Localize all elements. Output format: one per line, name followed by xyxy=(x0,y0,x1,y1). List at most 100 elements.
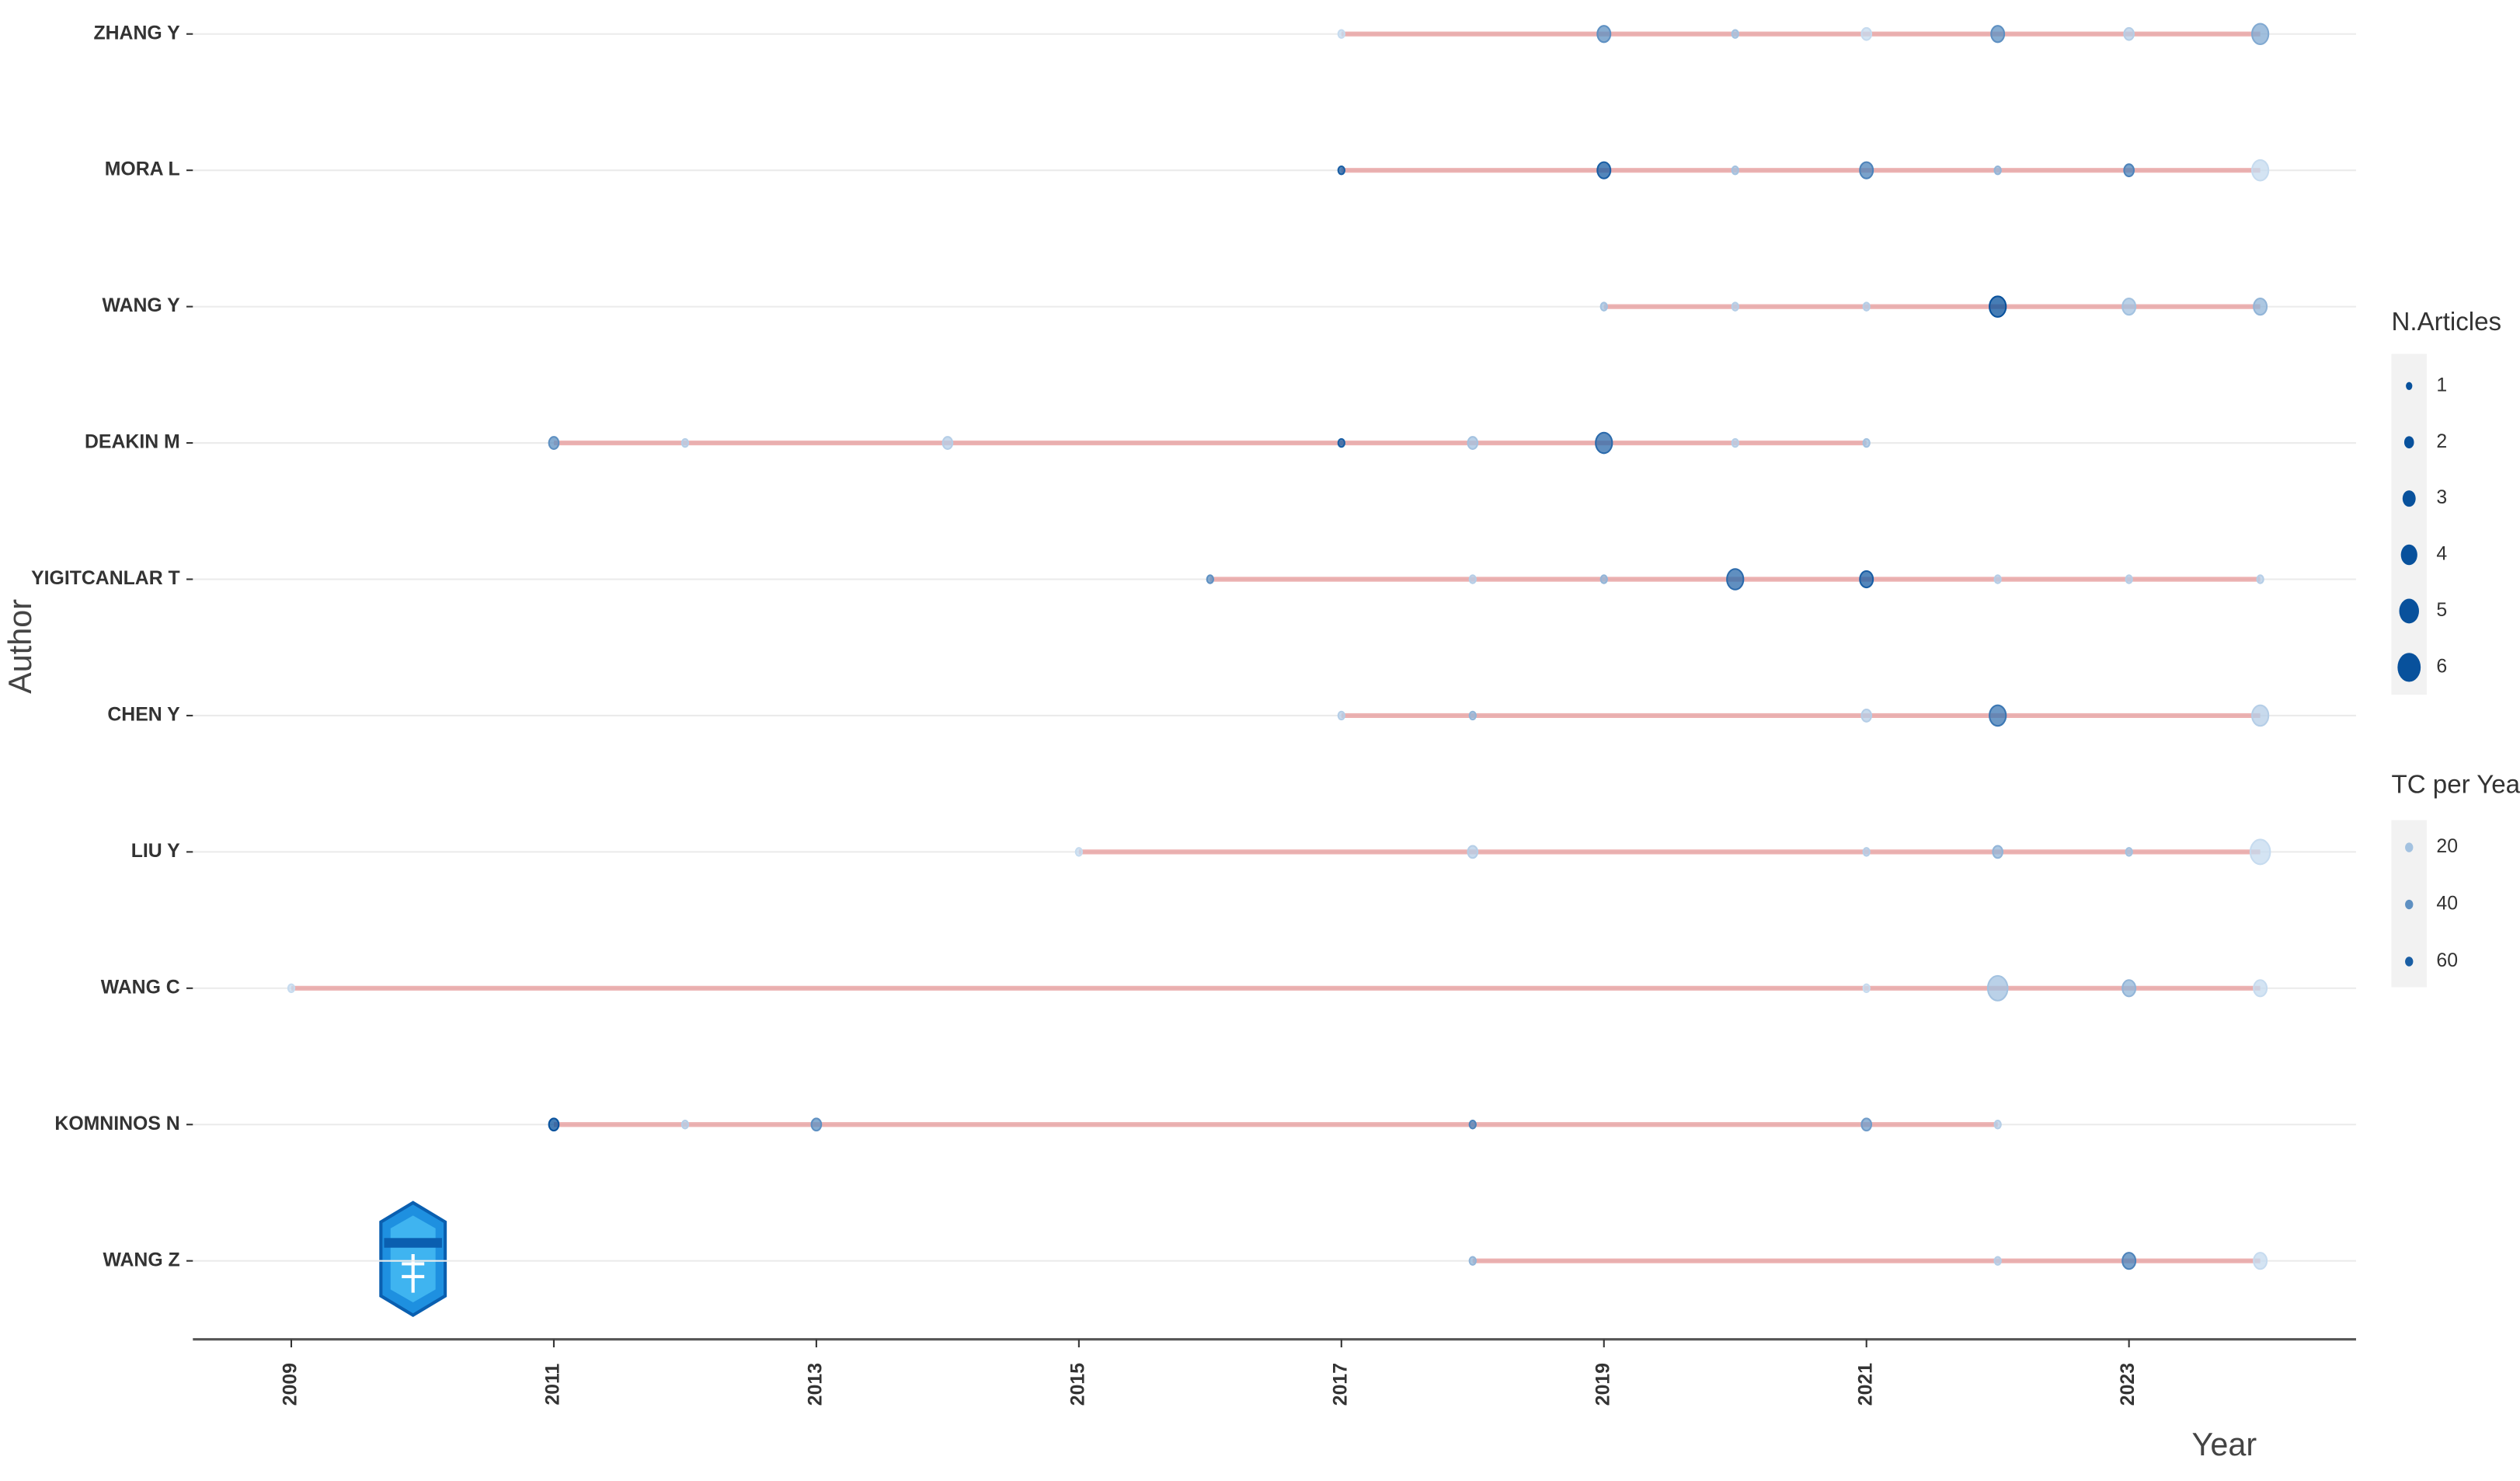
y-tick-label: WANG Z xyxy=(103,1249,179,1270)
bubble xyxy=(1206,574,1214,584)
bubble xyxy=(2256,574,2264,584)
legend-key-bg xyxy=(2391,354,2428,695)
bubble xyxy=(1992,845,2003,859)
legend-size-key xyxy=(2397,653,2421,682)
y-tick-label: MORA L xyxy=(105,159,180,180)
bubble xyxy=(1993,574,2002,584)
bubble xyxy=(1862,847,1871,857)
bubble xyxy=(942,436,954,450)
bubble xyxy=(810,1117,823,1132)
bubble xyxy=(1990,25,2006,44)
bubble xyxy=(1468,1120,1477,1130)
x-tick-label: 2019 xyxy=(1592,1363,1613,1406)
bubble xyxy=(680,437,690,448)
bubble xyxy=(2121,298,2137,316)
bubble xyxy=(1074,847,1084,857)
bubble xyxy=(1993,1256,2002,1266)
legend-size-key xyxy=(2406,382,2413,390)
legend-label: 20 xyxy=(2436,836,2458,857)
legend-color-key xyxy=(2405,842,2414,852)
y-tick-label: KOMNINOS N xyxy=(54,1113,179,1134)
y-tick-label: YIGITCANLAR T xyxy=(31,568,180,589)
legend-label: 5 xyxy=(2436,600,2447,621)
y-tick-label: WANG Y xyxy=(103,295,181,316)
bubble xyxy=(1860,1117,1873,1132)
bubble xyxy=(1993,165,2002,176)
x-tick-label: 2013 xyxy=(805,1363,826,1406)
legend-label: 60 xyxy=(2436,950,2458,971)
bubble xyxy=(1989,704,2007,727)
bubble xyxy=(1337,165,1345,176)
bubble xyxy=(2250,704,2270,727)
y-tick-label: WANG C xyxy=(101,977,180,998)
bubble xyxy=(1859,570,1874,589)
x-axis-title: Year xyxy=(2192,1427,2257,1462)
y-tick-label: ZHANG Y xyxy=(93,23,180,44)
bubble xyxy=(1862,301,1871,312)
bubble xyxy=(1859,161,1874,179)
legend-label: 2 xyxy=(2436,431,2447,452)
legend-label: 6 xyxy=(2436,656,2447,677)
y-tick-label: CHEN Y xyxy=(107,704,180,725)
bubble xyxy=(1862,983,1871,994)
legend-color-key xyxy=(2405,957,2414,967)
bubble xyxy=(1468,574,1477,584)
bubble xyxy=(1726,568,1745,591)
bubble xyxy=(1467,845,1479,859)
legend-label: 4 xyxy=(2436,544,2447,565)
x-tick-label: 2009 xyxy=(280,1363,301,1406)
bubble xyxy=(548,436,560,450)
y-tick-label: DEAKIN M xyxy=(85,432,180,453)
bubble xyxy=(1986,974,2009,1002)
bubble xyxy=(1860,709,1873,723)
bubble xyxy=(1595,431,1613,455)
bubble xyxy=(2253,298,2268,316)
bubble xyxy=(2121,1252,2137,1270)
bubble xyxy=(1468,1256,1477,1266)
bubble xyxy=(2121,979,2137,998)
bubble xyxy=(1731,301,1739,312)
bubble xyxy=(2250,159,2270,182)
bubble xyxy=(1860,26,1873,41)
legend-size-key xyxy=(2399,598,2419,624)
bubble xyxy=(2250,23,2270,46)
x-tick-label: 2021 xyxy=(1855,1363,1876,1406)
bubble xyxy=(287,983,296,994)
bubble xyxy=(1731,29,1739,39)
bubble xyxy=(2123,26,2135,41)
legend-label: 3 xyxy=(2436,487,2447,508)
x-tick-label: 2017 xyxy=(1330,1363,1351,1406)
logo xyxy=(379,1200,447,1318)
bubble xyxy=(1337,437,1345,448)
legend-size-key xyxy=(2400,544,2417,566)
bubble xyxy=(1467,436,1479,450)
bubble xyxy=(1596,25,1612,44)
y-tick-label: LIU Y xyxy=(131,841,180,862)
bubble xyxy=(1468,710,1477,721)
legend-label: 40 xyxy=(2436,894,2458,915)
x-tick-label: 2011 xyxy=(543,1363,564,1405)
bubble xyxy=(680,1120,690,1130)
bubble xyxy=(1337,29,1345,39)
bubble xyxy=(1993,1120,2002,1130)
legend-title: N.Articles xyxy=(2391,308,2501,336)
legend-label: 1 xyxy=(2436,375,2447,396)
legend-title: TC per Year xyxy=(2391,771,2520,800)
legend-size-key xyxy=(2402,490,2416,507)
bubble xyxy=(2123,163,2135,178)
bubble xyxy=(1731,437,1739,448)
bubble xyxy=(548,1117,560,1132)
bubble xyxy=(2125,847,2133,857)
bubble xyxy=(1596,161,1612,179)
bubble xyxy=(2125,574,2133,584)
bubble xyxy=(1989,295,2007,318)
bubble xyxy=(2253,1252,2268,1270)
legend-color-key xyxy=(2405,899,2414,910)
legend-size-key xyxy=(2403,436,2414,449)
y-axis-title: Author xyxy=(2,599,38,694)
bubble xyxy=(1337,710,1345,721)
x-tick-label: 2015 xyxy=(1067,1363,1088,1406)
bubble xyxy=(1731,165,1739,176)
bubble xyxy=(1862,437,1871,448)
